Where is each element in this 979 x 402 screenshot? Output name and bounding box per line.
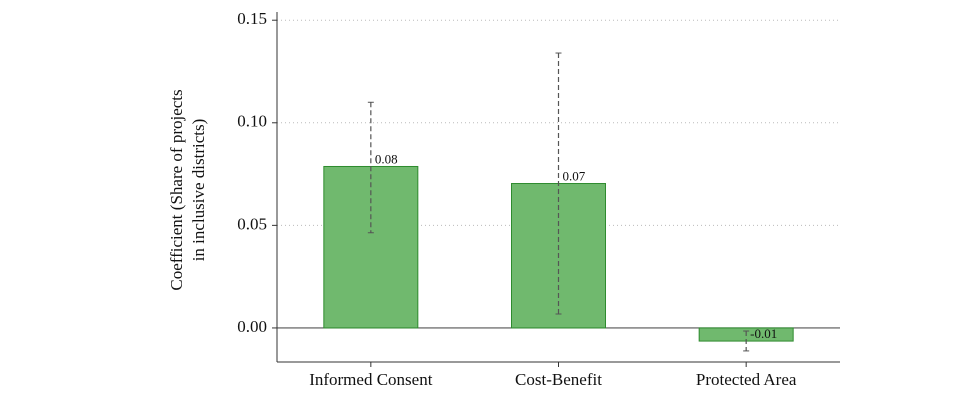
y-tick-label: 0.10 [237,112,267,131]
y-tick-label: 0.15 [237,9,267,28]
y-axis-label: in inclusive districts) [189,119,208,262]
value-label: 0.08 [375,151,398,166]
y-axis-label: Coefficient (Share of projects [167,89,186,290]
value-label: -0.01 [750,326,777,341]
y-tick-label: 0.00 [237,317,267,336]
x-tick-label: Protected Area [696,370,797,389]
y-tick-label: 0.05 [237,214,267,233]
x-tick-label: Informed Consent [309,370,433,389]
value-label: 0.07 [563,168,586,183]
x-tick-label: Cost-Benefit [515,370,602,389]
